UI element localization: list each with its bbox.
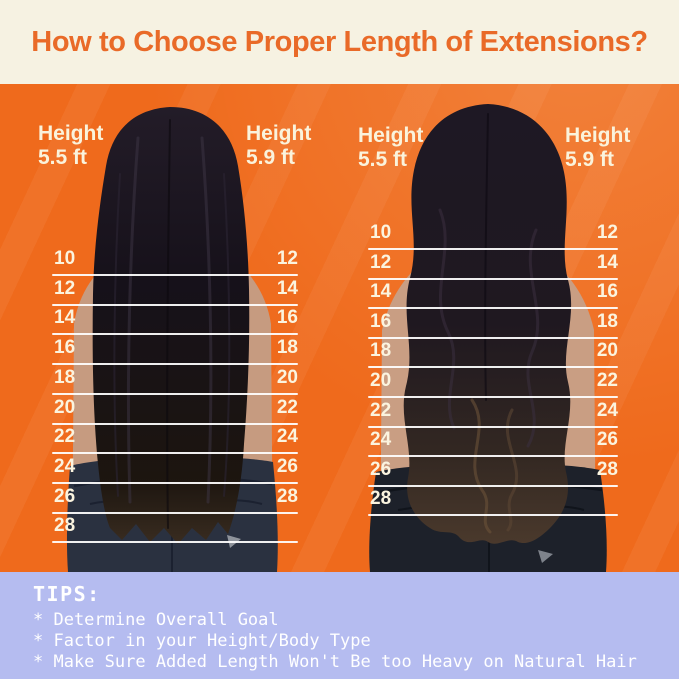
figure2-hair xyxy=(403,104,572,544)
length-value-right: 28 xyxy=(596,459,618,480)
length-value-right: 24 xyxy=(596,400,618,421)
page-title: How to Choose Proper Length of Extension… xyxy=(31,25,648,58)
figure2-right-height-label: Height 5.9 ft xyxy=(565,124,630,172)
length-value-left: 28 xyxy=(370,488,392,509)
tips-item: * Factor in your Height/Body Type xyxy=(33,631,371,651)
tips-heading: TIPS: xyxy=(33,582,101,606)
length-value-left: 22 xyxy=(370,400,392,421)
length-value-left: 26 xyxy=(54,486,76,507)
length-value-left: 10 xyxy=(370,222,392,243)
length-value-left: 16 xyxy=(370,311,392,332)
length-value-left: 14 xyxy=(54,307,76,328)
height-value: 5.5 ft xyxy=(38,145,88,169)
length-value-left: 10 xyxy=(54,248,76,269)
length-value-left: 24 xyxy=(370,429,392,450)
length-value-right: 14 xyxy=(596,252,618,273)
length-value-left: 26 xyxy=(370,459,392,480)
length-scale-line xyxy=(368,396,618,398)
height-value: 5.5 ft xyxy=(358,147,408,171)
length-value-right: 26 xyxy=(276,456,298,477)
length-scale-line xyxy=(52,274,298,276)
length-value-left: 18 xyxy=(54,367,76,388)
length-value-right: 16 xyxy=(596,281,618,302)
length-value-right: 16 xyxy=(276,307,298,328)
length-scale-line xyxy=(52,333,298,335)
length-scale-line xyxy=(368,307,618,309)
length-value-right: 20 xyxy=(276,367,298,388)
height-value: 5.9 ft xyxy=(246,145,296,169)
length-scale-line xyxy=(368,248,618,250)
length-scale-line xyxy=(52,363,298,365)
length-scale-line xyxy=(368,485,618,487)
length-value-right: 20 xyxy=(596,340,618,361)
length-value-left: 12 xyxy=(370,252,392,273)
tips-list: * Determine Overall Goal * Factor in your… xyxy=(33,610,637,673)
length-scale-line xyxy=(52,482,298,484)
figure2-pocket-tag xyxy=(538,550,553,563)
length-value-left: 20 xyxy=(54,397,76,418)
length-value-left: 20 xyxy=(370,370,392,391)
length-scale-line xyxy=(368,337,618,339)
length-value-right: 26 xyxy=(596,429,618,450)
length-value-right: 18 xyxy=(596,311,618,332)
length-scale-line xyxy=(52,512,298,514)
length-value-right: 24 xyxy=(276,426,298,447)
height-value: 5.9 ft xyxy=(565,147,615,171)
length-value-right: 18 xyxy=(276,337,298,358)
figure2-left-height-label: Height 5.5 ft xyxy=(358,124,423,172)
length-value-left: 28 xyxy=(54,515,76,536)
wavy-hair-figure-image xyxy=(369,104,607,572)
length-value-left: 22 xyxy=(54,426,76,447)
length-value-left: 18 xyxy=(370,340,392,361)
length-scale-line xyxy=(368,514,618,516)
height-word: Height xyxy=(358,124,424,147)
length-value-left: 14 xyxy=(370,281,392,302)
length-scale-line xyxy=(52,452,298,454)
length-value-right: 22 xyxy=(276,397,298,418)
length-scale-line xyxy=(52,541,298,543)
length-value-left: 12 xyxy=(54,278,76,299)
length-value-right: 28 xyxy=(276,486,298,507)
length-scale-line xyxy=(368,426,618,428)
length-scale-line xyxy=(368,455,618,457)
figure1-left-height-label: Height 5.5 ft xyxy=(38,122,103,170)
length-value-right: 12 xyxy=(276,248,298,269)
length-value-left: 24 xyxy=(54,456,76,477)
length-scale-line xyxy=(368,366,618,368)
straight-hair-figure-image xyxy=(66,107,278,572)
length-value-right: 14 xyxy=(276,278,298,299)
height-word: Height xyxy=(246,122,312,145)
length-scale-line xyxy=(52,304,298,306)
tips-item: * Make Sure Added Length Won't Be too He… xyxy=(33,652,637,672)
length-scale-line xyxy=(52,393,298,395)
tips-section: TIPS: * Determine Overall Goal * Factor i… xyxy=(0,572,679,679)
length-value-left: 16 xyxy=(54,337,76,358)
height-word: Height xyxy=(38,122,104,145)
length-scale-line xyxy=(368,278,618,280)
length-value-right: 22 xyxy=(596,370,618,391)
comparison-stage: Height 5.5 ft Height 5.9 ft Height 5.5 f… xyxy=(0,84,679,572)
figure1-right-height-label: Height 5.9 ft xyxy=(246,122,311,170)
length-value-right: 12 xyxy=(596,222,618,243)
header: How to Choose Proper Length of Extension… xyxy=(0,0,679,84)
height-word: Height xyxy=(565,124,631,147)
length-scale-line xyxy=(52,423,298,425)
tips-item: * Determine Overall Goal xyxy=(33,610,279,630)
